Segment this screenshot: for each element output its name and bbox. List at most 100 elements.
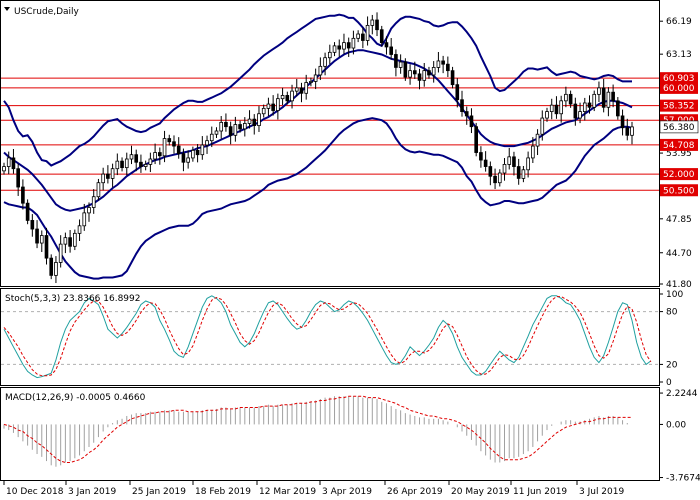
candle	[313, 68, 318, 90]
candle	[25, 199, 30, 225]
candle	[77, 219, 82, 242]
candle-body	[82, 212, 87, 227]
candle	[181, 148, 186, 172]
candle-body	[124, 158, 129, 169]
candle-body	[271, 103, 275, 111]
candle-body	[25, 202, 30, 221]
candle	[412, 61, 417, 79]
candle	[606, 87, 611, 117]
stoch-panel[interactable]	[0, 288, 660, 386]
candle	[120, 157, 124, 172]
stoch-tick-label: 20	[666, 360, 678, 370]
candle-body	[224, 121, 228, 128]
candle-body	[87, 207, 91, 214]
candle	[351, 30, 356, 55]
candle	[252, 114, 257, 135]
candle	[361, 27, 365, 49]
candle-body	[554, 104, 559, 115]
candle-body	[611, 91, 615, 102]
candle-body	[578, 111, 582, 119]
candle	[616, 97, 620, 120]
candle-body	[261, 107, 266, 115]
candle-body	[158, 152, 162, 157]
candle	[625, 118, 630, 141]
candle-body	[616, 100, 620, 117]
candle-body	[309, 81, 313, 83]
candle-body	[564, 93, 568, 102]
candle-body	[502, 163, 507, 174]
dropdown-triangle-icon	[4, 7, 10, 11]
candle	[502, 158, 507, 181]
candle-body	[285, 95, 290, 102]
candle-body	[101, 173, 105, 184]
candle	[186, 150, 190, 169]
candle	[559, 95, 563, 123]
date-tick-label: 20 May 2019	[451, 487, 510, 497]
candle-body	[568, 93, 573, 105]
candle-body	[606, 91, 611, 108]
level-badge	[660, 81, 698, 94]
candle-body	[620, 115, 625, 129]
candle-body	[431, 67, 436, 76]
candle	[389, 38, 394, 60]
candle-body	[200, 144, 205, 156]
candle	[148, 152, 153, 173]
level-badge	[660, 168, 698, 181]
candle	[195, 144, 200, 163]
candle	[408, 64, 412, 85]
date-tick-label: 11 Jun 2019	[513, 487, 567, 497]
candle-body	[110, 168, 115, 179]
candle-body	[242, 123, 247, 130]
stoch-indicator-label: Stoch(5,3,3) 23.8366 16.8992	[5, 294, 140, 304]
candle-body	[44, 235, 49, 259]
candle	[417, 68, 422, 90]
candle-body	[181, 153, 186, 163]
candle	[365, 16, 370, 46]
date-tick-label: 26 Apr 2019	[387, 487, 443, 497]
candle	[219, 116, 224, 139]
candle	[592, 90, 597, 112]
candle	[337, 39, 342, 57]
macd-tick-label: -3.7674	[666, 474, 700, 484]
candle	[436, 52, 441, 73]
candle-body	[507, 156, 512, 165]
candle-body	[233, 124, 238, 136]
candle	[191, 146, 195, 162]
candle	[39, 230, 44, 252]
bollinger-upper-line	[3, 13, 632, 167]
candle	[200, 136, 205, 160]
candle-body	[587, 102, 592, 108]
candle-body	[625, 127, 630, 136]
candle	[460, 90, 464, 117]
candle-body	[91, 196, 96, 208]
candle	[101, 167, 105, 191]
candle	[323, 52, 327, 76]
stoch-tick-label: 0	[666, 378, 672, 388]
axis-labels-group: 66.19 63.13 53.95 47.85 44.70 41.80 60.90360.0…	[3, 17, 700, 497]
candle-body	[115, 160, 120, 170]
candle	[483, 151, 488, 172]
candle-body	[356, 33, 360, 39]
candle	[370, 14, 375, 35]
macd-series-group	[3, 395, 632, 467]
candle-body	[290, 90, 294, 102]
candle-body	[450, 70, 455, 86]
date-tick-label: 18 Feb 2019	[195, 487, 251, 497]
candle	[73, 229, 77, 251]
candle	[280, 87, 285, 106]
candle-body	[488, 166, 493, 177]
candle	[535, 129, 540, 156]
candle	[332, 42, 337, 57]
candle	[290, 84, 294, 109]
candle	[446, 56, 450, 78]
candle-body	[526, 157, 530, 171]
candle-body	[195, 149, 200, 156]
candle	[304, 74, 309, 100]
candle	[30, 214, 35, 237]
candle	[257, 106, 261, 132]
candle-body	[318, 65, 323, 76]
candle	[356, 30, 360, 43]
candle	[342, 33, 346, 55]
candle	[422, 63, 427, 87]
